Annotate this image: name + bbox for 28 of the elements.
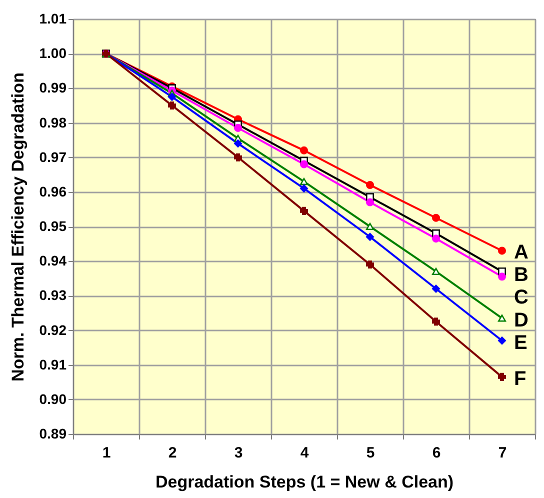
y-tick-label: 1.01 (39, 10, 67, 26)
series-label: A (514, 242, 528, 264)
y-tick-label: 0.94 (39, 252, 67, 269)
x-tick-label: 2 (168, 444, 177, 462)
y-tick-label: 0.90 (39, 390, 67, 407)
series-label: E (514, 332, 528, 354)
x-tick-label: 4 (300, 444, 310, 462)
y-tick-label: 0.99 (39, 80, 67, 96)
x-tick-label: 6 (432, 444, 441, 462)
series-label: C (514, 286, 528, 308)
x-tick-label: 1 (102, 444, 111, 462)
series-label: F (514, 368, 526, 390)
y-axis-title: Norm. Thermal Efficiency Degradation (8, 72, 28, 382)
y-tick-label: 0.97 (39, 148, 67, 165)
y-tick-label: 0.89 (39, 426, 67, 442)
y-tick-label: 0.93 (39, 287, 67, 304)
series-label: D (514, 309, 528, 332)
y-tick-label: 0.92 (39, 322, 67, 338)
y-tick-label: 0.96 (39, 183, 67, 200)
x-tick-label: 5 (366, 444, 375, 462)
y-tick-label: 1.00 (39, 45, 67, 62)
series-label: B (514, 264, 528, 286)
x-tick-label: 7 (498, 444, 507, 462)
y-tick-label: 0.95 (39, 218, 67, 234)
x-tick-label: 3 (234, 444, 243, 462)
y-tick-label: 0.91 (39, 356, 67, 372)
x-axis-title: Degradation Steps (1 = New & Clean) (155, 472, 454, 492)
y-tick-label: 0.98 (39, 114, 67, 130)
